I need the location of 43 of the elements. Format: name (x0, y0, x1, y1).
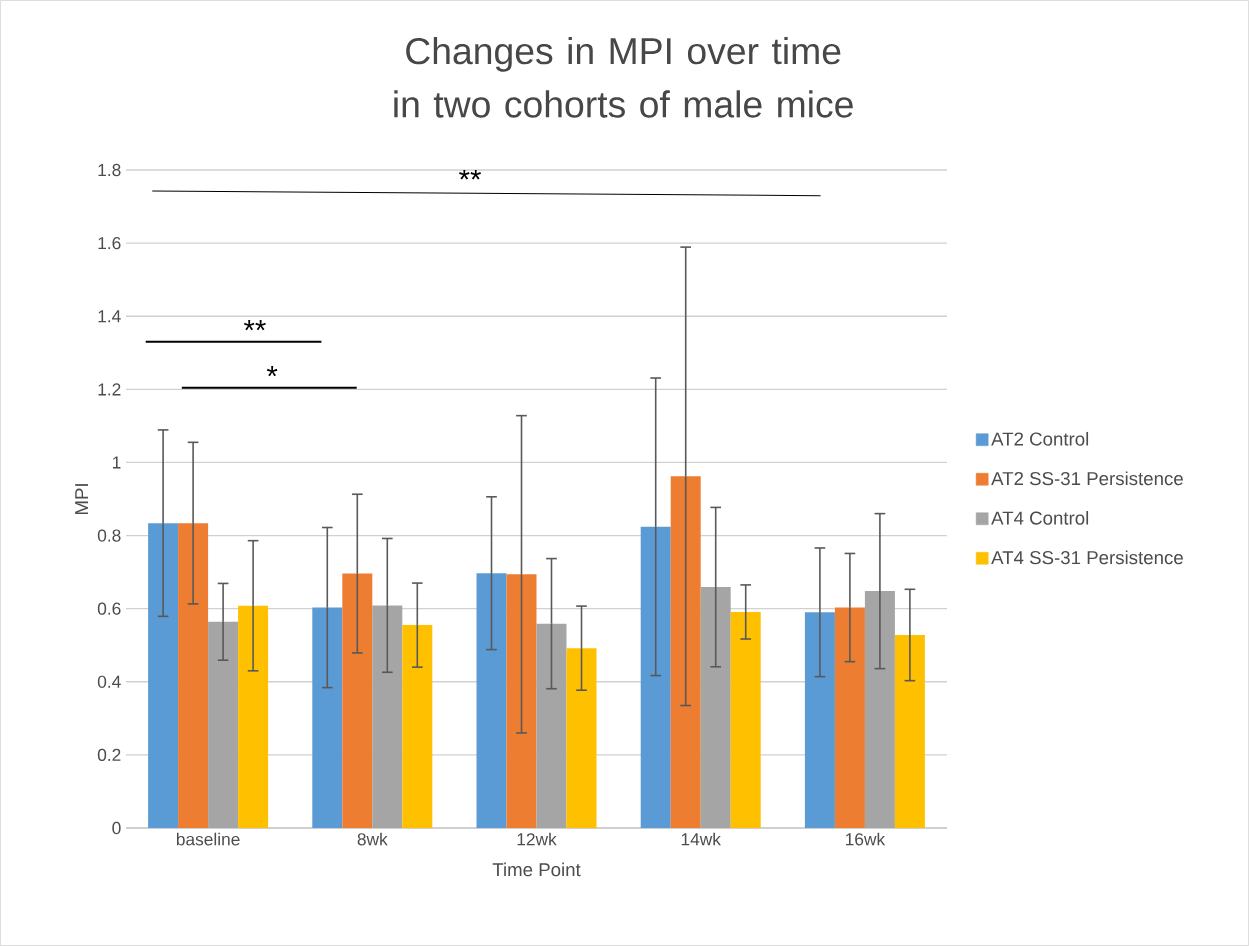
y-tick-label: 0.2 (97, 748, 121, 762)
x-tick-label: baseline (176, 832, 240, 846)
legend-label: AT2 SS-31 Persistence (991, 471, 1183, 486)
annotation: * (266, 366, 278, 377)
bar (178, 523, 209, 828)
bar (342, 573, 373, 828)
y-tick-label: 0.6 (97, 602, 121, 615)
legend-label: AT4 Control (991, 510, 1089, 525)
y-tick-label: 1.6 (98, 236, 121, 250)
bar (148, 523, 179, 828)
x-tick-label: 12wk (517, 832, 557, 846)
bar (834, 607, 865, 828)
bar (730, 611, 761, 828)
annotation: ** (243, 319, 266, 331)
chart-title: Changes in MPI over time in two cohorts of male mice (394, 36, 853, 118)
bar (894, 634, 925, 828)
y-tick-label: 1 (112, 456, 121, 469)
y-axis-title: MPI (75, 484, 89, 515)
x-tick-label: 8wk (357, 832, 388, 846)
y-tick-label: 0.4 (97, 675, 121, 688)
annotation: ** (459, 169, 481, 180)
y-tick-label: 0 (112, 821, 121, 835)
y-tick-label: 1.2 (98, 383, 121, 396)
bar (476, 573, 507, 828)
bar (536, 623, 567, 828)
bar (312, 607, 343, 828)
y-tick-label: 1.4 (98, 310, 121, 323)
x-tick-label: 16wk (845, 832, 886, 846)
bar (864, 591, 895, 828)
bar (700, 587, 731, 828)
bar (208, 621, 239, 828)
bar (804, 612, 835, 828)
bar (402, 625, 433, 828)
legend-label: AT4 SS-31 Persistence (991, 550, 1183, 565)
bar (372, 605, 403, 828)
y-tick-label: 0.8 (97, 529, 121, 542)
bar (640, 526, 671, 828)
x-tick-label: 14wk (681, 832, 721, 846)
bar (566, 648, 597, 828)
x-axis-title: Time Point (492, 862, 581, 877)
legend-label: AT2 Control (991, 431, 1089, 446)
y-tick-label: 1.8 (98, 163, 121, 177)
bar (238, 605, 269, 828)
